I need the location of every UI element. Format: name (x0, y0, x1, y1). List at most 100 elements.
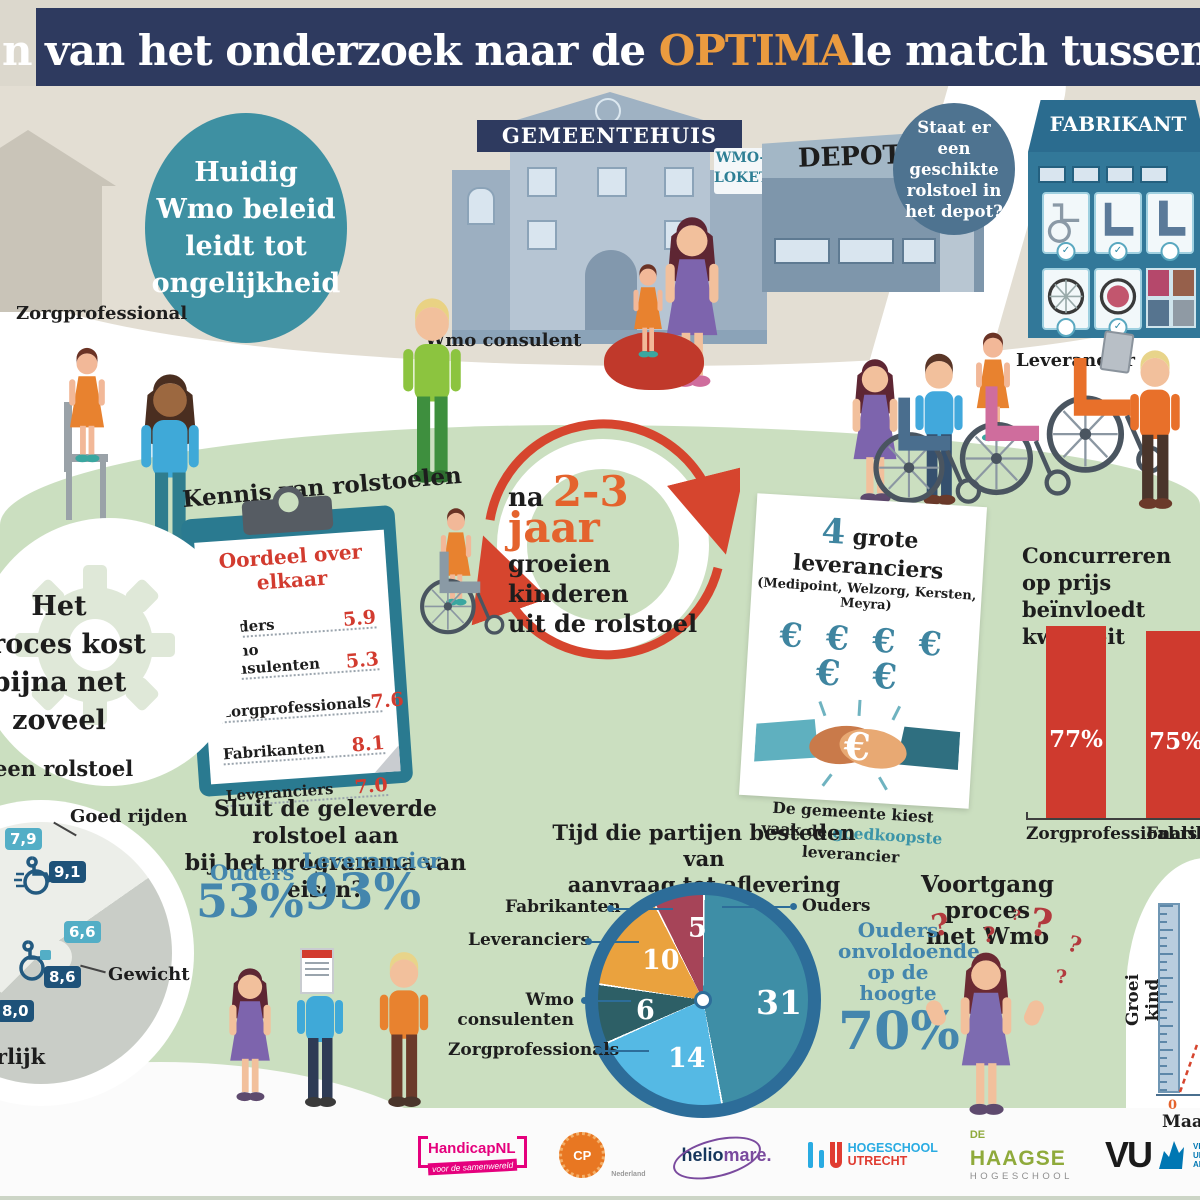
leader-dot (607, 905, 614, 912)
window (597, 167, 627, 197)
card-number: 4 (820, 511, 847, 553)
bubble-huidig-wmo: Huidig Wmo beleid leidt tot ongelijkheid (145, 113, 347, 343)
fabrikant-building: FABRIKANT ✓ ✓ ✓ (1028, 100, 1200, 338)
groei-ylabel: Groei kind (1123, 973, 1163, 1027)
price-title-line1: Concurreren op prijs (1022, 543, 1172, 595)
haagse-name: HAAGSE (969, 1146, 1066, 1170)
window (1140, 166, 1168, 183)
price-bar-chart: 77% 75% (1026, 618, 1200, 820)
check-icon: ✓ (1108, 242, 1128, 261)
gemeentehuis-door (585, 250, 637, 330)
option-card-wheel-spoke (1042, 268, 1090, 337)
swatch-blue (1146, 298, 1171, 328)
illustration-leverancier (1112, 262, 1198, 510)
vu-line3: AMSTERDAM (1192, 1159, 1200, 1169)
illustration-meisje-rolstoel (962, 330, 1024, 442)
option-card-frame: ✓ (1042, 192, 1090, 261)
illustration-trio-moeder (214, 902, 286, 1102)
depot-sign: DEPOT (797, 140, 903, 174)
bubble-line: Wmo beleid (156, 194, 336, 225)
heliomare-text2: mare (723, 1144, 767, 1165)
illustration-vader-gezin (898, 262, 980, 506)
wheelchair-speed-icon (14, 856, 52, 895)
window (902, 238, 936, 264)
vu-line1: VRIJE (1192, 1141, 1200, 1151)
illustration-child-on-chair (56, 345, 118, 463)
cycle-highlight: 2-3 jaar (508, 467, 629, 552)
partner-logos: HandicapNL voor de samenwereld CP Nederl… (418, 1124, 1200, 1186)
house-silhouette (0, 182, 102, 312)
cp-text: CP (573, 1147, 592, 1163)
gemeentehuis-wing-right (710, 170, 767, 330)
swatch-gray (1171, 298, 1196, 328)
tablet-icon (1099, 330, 1135, 374)
cycle-pre: na (508, 483, 553, 513)
wheelchair-pink (944, 368, 1086, 500)
axis-tick (1026, 812, 1028, 820)
illustration-trio-leverancier (362, 896, 446, 1108)
label-zorgprofessional: Zorgprofessional (16, 303, 188, 324)
window (774, 238, 830, 264)
svg-text:€: € (842, 723, 872, 770)
row-value: 7.6 (369, 688, 405, 714)
voortgang-heading: Voortgang proces met Wmo (885, 872, 1090, 950)
rating-badge: 6,6 (64, 921, 101, 943)
illustration-kind-op-zitzak (620, 262, 676, 358)
stat-leverancier-value: 93% (304, 862, 422, 921)
document-icon (300, 948, 334, 994)
header-bar (36, 8, 1200, 86)
wheelchair-orange (1030, 338, 1180, 478)
bubble-line: rolstoel in (906, 180, 1002, 200)
hu-line1: HOGESCHOOL (847, 1141, 938, 1155)
handicapnl-banner: voor de samenwereld (427, 1158, 518, 1175)
question-mark-icon: ? (1056, 966, 1068, 988)
pie-label-fabrikanten: Fabrikanten (505, 897, 621, 917)
logo-cp-nederland: CP Nederland (559, 1132, 646, 1178)
gear-icon (15, 565, 175, 725)
pie-value-leveranciers: 10 (642, 945, 680, 976)
bubble-line: het depot? (905, 201, 1003, 221)
bubble-line: leidt tot (185, 231, 307, 262)
programma-heading: Sluit de geleverde rolstoel aan bij het … (178, 796, 473, 904)
pie-center-dot (694, 991, 712, 1009)
groei-xlabel: Maanden (1162, 1112, 1200, 1132)
bubble-line: Huidig (194, 157, 298, 188)
bar-zorgprofessionals: 77% (1046, 625, 1106, 818)
option-card-backrest (1146, 192, 1194, 261)
title-highlight: OPTIMA (658, 26, 852, 75)
handicapnl-text: HandicapNL (428, 1139, 516, 1157)
illustration-zorgprofessional (120, 322, 220, 560)
leader-dot (585, 938, 592, 945)
label-wmo-consulent: Wmo consulent (425, 330, 582, 351)
bar-fabrikanten: 75% (1146, 630, 1200, 818)
pie-value-wmo-consulenten: 6 (636, 995, 655, 1026)
house-roof (0, 130, 116, 186)
page-title: n van het onderzoek naar de OPTIMAle mat… (2, 26, 1200, 75)
stat-ouders-label: Ouders (210, 860, 295, 885)
cycle-text: na 2-3 jaar groeien kinderen uit de rols… (508, 471, 723, 640)
swatch-brown (1171, 268, 1196, 298)
rating-badge: 7,9 (5, 828, 42, 850)
option-card-seat: ✓ (1094, 192, 1142, 261)
hu-mark-bar (818, 1150, 824, 1168)
title-pre: n van het onderzoek naar de (2, 26, 659, 75)
wmo-loket-line: LOKET (714, 170, 770, 186)
leveranciers-card: 4 grote leveranciers (Medipoint, Welzorg… (738, 493, 988, 867)
hu-mark-u (829, 1142, 842, 1168)
window (1038, 166, 1066, 183)
leader-dot (790, 903, 797, 910)
fabrikant-sign: FABRIKANT (1049, 112, 1187, 136)
leader-line (722, 906, 790, 908)
label-goed-rijden: Goed rijden (70, 806, 188, 827)
proces-line: proces kost (0, 629, 146, 660)
window (838, 238, 894, 264)
illustration-wmo-consulent (382, 202, 482, 484)
bar-value-label: 75% (1149, 728, 1200, 755)
leader-line (613, 908, 673, 910)
voortgang-stat: Ouders onvoldoende op de hoogte 70% (838, 920, 980, 1060)
cycle-line2: groeien kinderen (508, 549, 629, 608)
logo-heliomare: heliomare. (678, 1137, 776, 1174)
hu-mark-bar (807, 1142, 813, 1168)
gemeentehuis-sign: GEMEENTEHUIS (477, 120, 742, 152)
depot-door (940, 230, 974, 292)
